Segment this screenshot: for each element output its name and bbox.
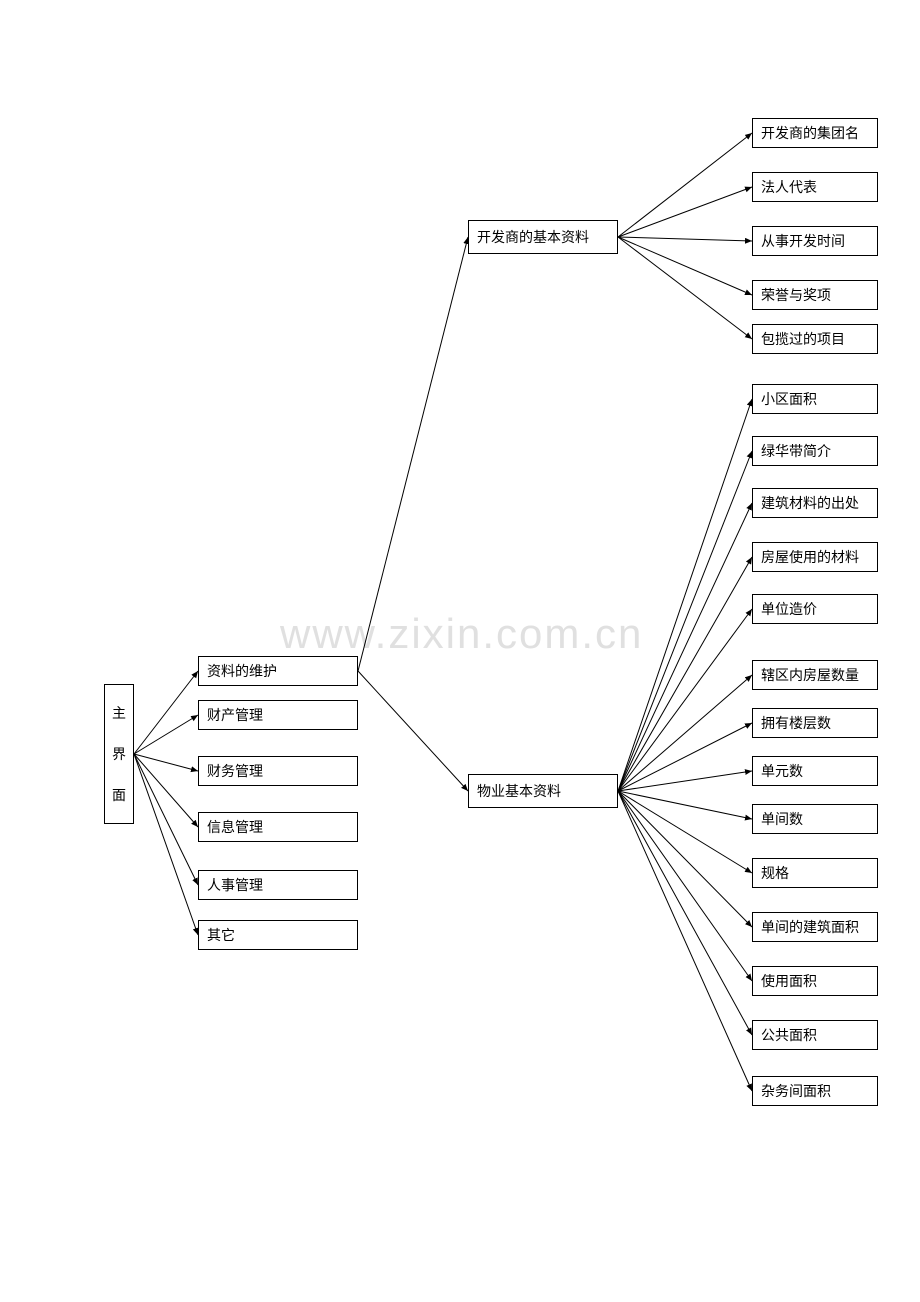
node-n6: 其它 [198,920,358,950]
node-a1: 开发商的集团名 [752,118,878,148]
node-b4: 房屋使用的材料 [752,542,878,572]
root-char-1: 主 [112,703,126,723]
node-m2: 物业基本资料 [468,774,618,808]
node-b13: 公共面积 [752,1020,878,1050]
root-char-3: 面 [112,785,126,805]
node-b11: 单间的建筑面积 [752,912,878,942]
node-b8: 单元数 [752,756,878,786]
node-n4: 信息管理 [198,812,358,842]
root-char-2: 界 [112,744,126,764]
node-n2: 财产管理 [198,700,358,730]
node-m1: 开发商的基本资料 [468,220,618,254]
node-a4: 荣誉与奖项 [752,280,878,310]
node-n3: 财务管理 [198,756,358,786]
node-b14: 杂务间面积 [752,1076,878,1106]
node-b12: 使用面积 [752,966,878,996]
node-n1: 资料的维护 [198,656,358,686]
node-b7: 拥有楼层数 [752,708,878,738]
node-b3: 建筑材料的出处 [752,488,878,518]
node-b9: 单间数 [752,804,878,834]
node-b6: 辖区内房屋数量 [752,660,878,690]
node-b2: 绿华带简介 [752,436,878,466]
node-a3: 从事开发时间 [752,226,878,256]
node-b5: 单位造价 [752,594,878,624]
node-a5: 包揽过的项目 [752,324,878,354]
node-b10: 规格 [752,858,878,888]
watermark-text: www.zixin.com.cn [280,610,643,658]
node-root: 主 界 面 [104,684,134,824]
node-a2: 法人代表 [752,172,878,202]
node-b1: 小区面积 [752,384,878,414]
node-n5: 人事管理 [198,870,358,900]
